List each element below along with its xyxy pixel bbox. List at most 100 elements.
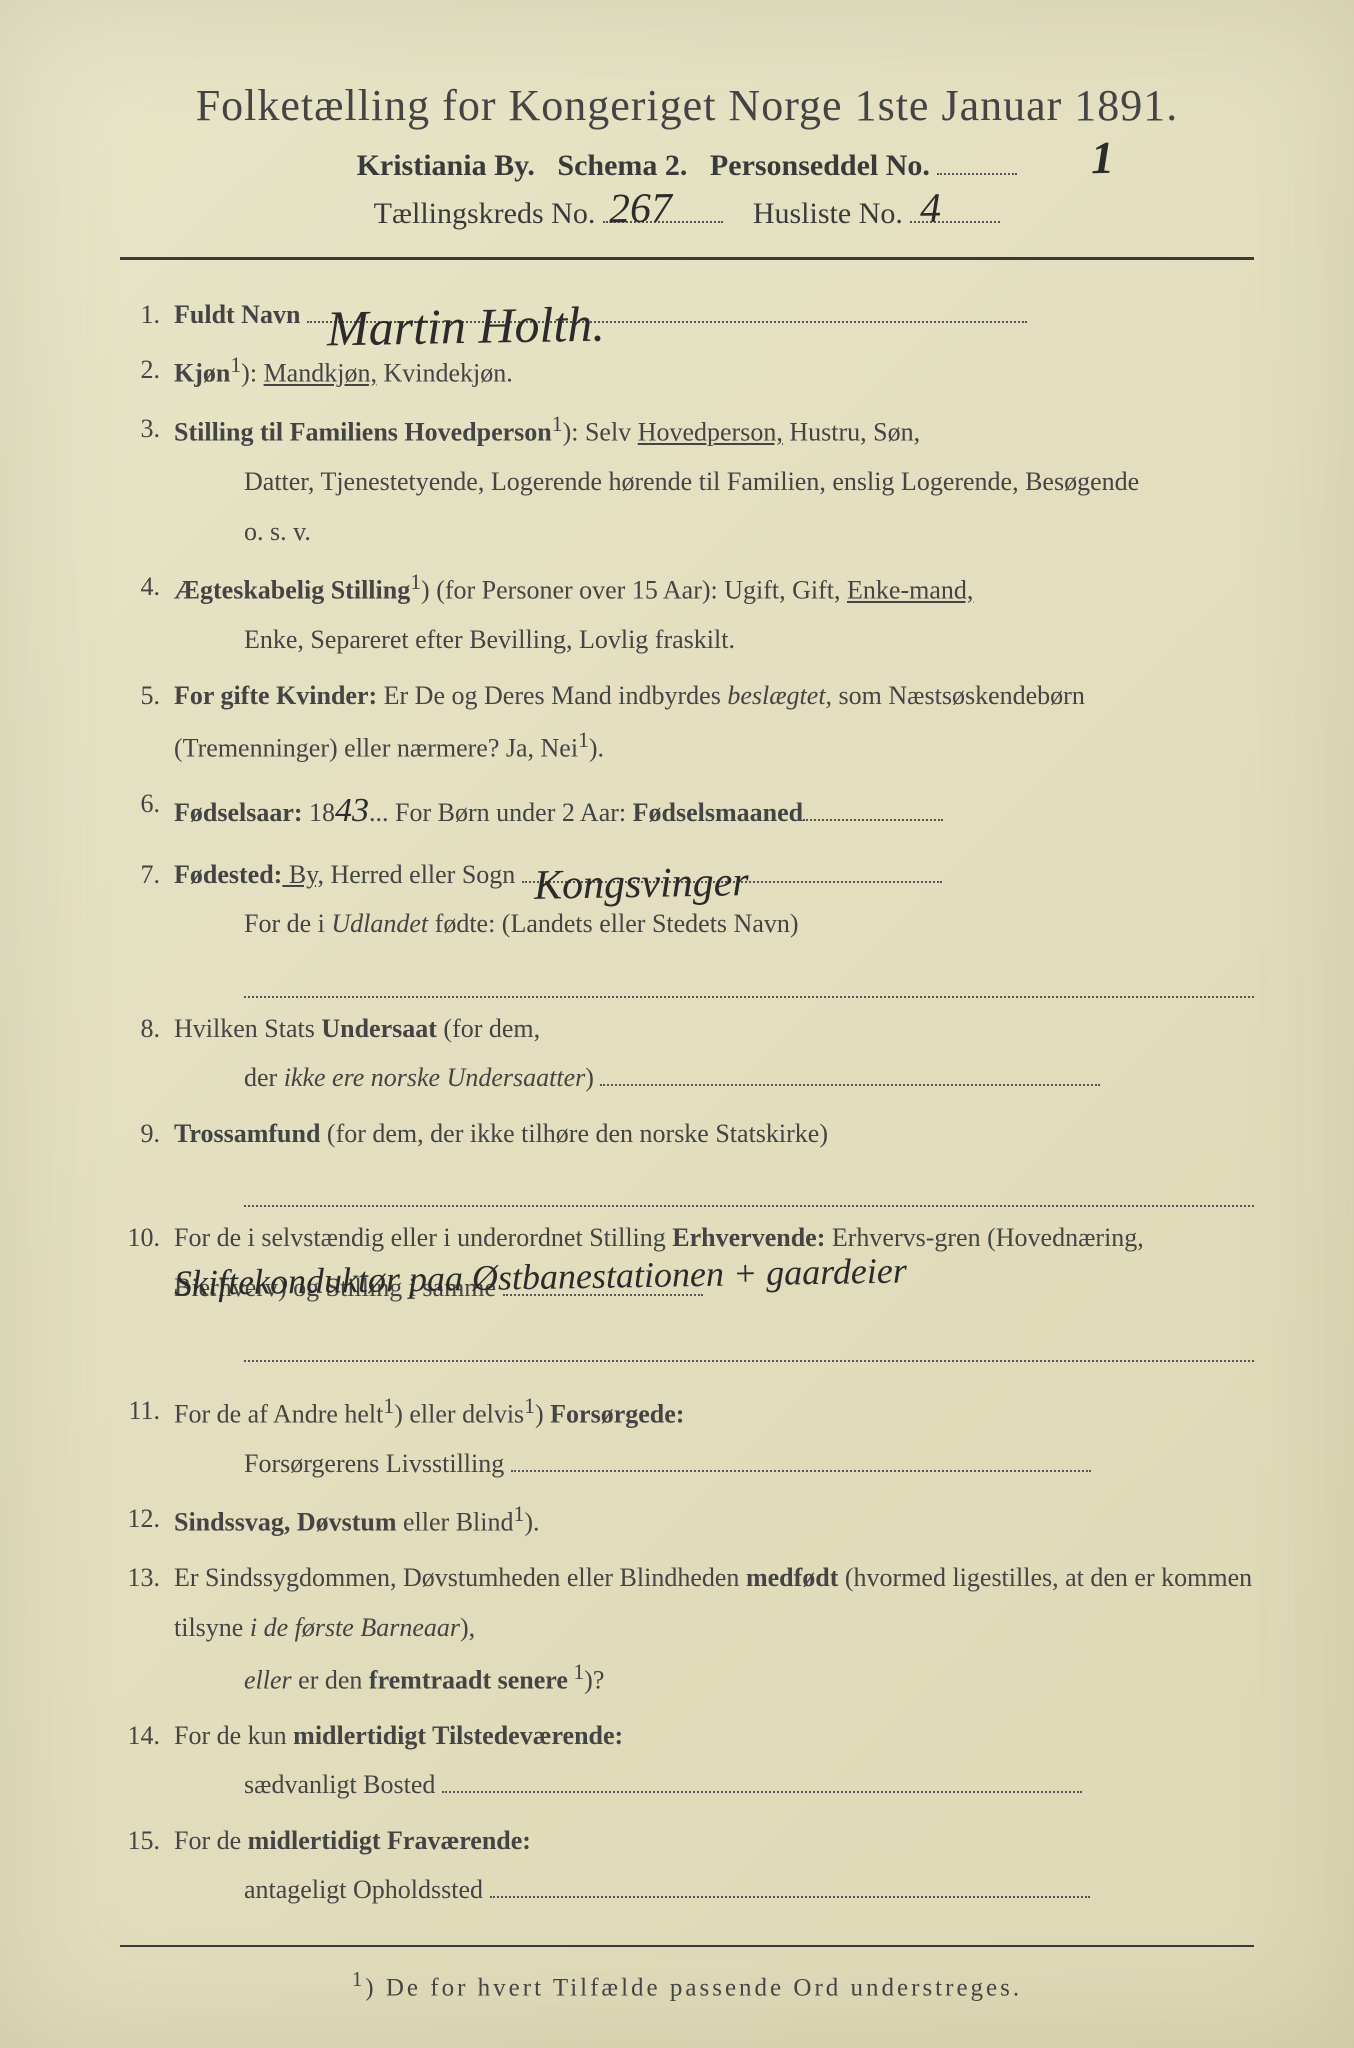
q8-blank (600, 1084, 1100, 1086)
taellingskreds-label: Tællingskreds No. (374, 197, 596, 230)
item-num: 3. (120, 404, 174, 556)
item-body: Fuldt Navn Martin Holth. (174, 290, 1254, 339)
item-num: 6. (120, 779, 174, 844)
item-num: 12. (120, 1494, 174, 1547)
q8-label: Undersaat (321, 1014, 437, 1043)
item-15: 15. For de midlertidigt Fraværende: anta… (120, 1816, 1254, 1915)
item-body: Fødselsaar: 1843... For Børn under 2 Aar… (174, 779, 1254, 844)
q7-selected: By, (282, 860, 324, 889)
q13-t5: )? (584, 1666, 604, 1695)
item-7: 7. Fødested: By, Herred eller Sogn Kongs… (120, 850, 1254, 998)
item-11: 11. For de af Andre helt1) eller delvis1… (120, 1386, 1254, 1488)
divider-bottom (120, 1945, 1254, 1947)
item-13: 13. Er Sindssygdommen, Døvstumheden elle… (120, 1553, 1254, 1705)
q5-t1: Er De og Deres Mand indbyrdes (377, 681, 727, 710)
item-body: For de kun midlertidigt Tilstedeværende:… (174, 1711, 1254, 1810)
main-title: Folketælling for Kongeriget Norge 1ste J… (80, 80, 1294, 131)
q6-label: Fødselsaar: (174, 798, 303, 827)
footnote-text: ) De for hvert Tilfælde passende Ord und… (365, 1974, 1022, 2001)
item-num: 4. (120, 562, 174, 664)
item-9: 9. Trossamfund (for dem, der ikke tilhør… (120, 1109, 1254, 1208)
q7-t1: Herred eller Sogn (324, 860, 515, 889)
form-items: 1. Fuldt Navn Martin Holth. 2. Kjøn1): M… (80, 290, 1294, 1915)
sup: 1 (514, 1502, 525, 1526)
q14-blank (442, 1791, 1082, 1793)
item-3: 3. Stilling til Familiens Hovedperson1):… (120, 404, 1254, 556)
q13-b1: medfødt (746, 1563, 838, 1592)
item-2: 2. Kjøn1): Mandkjøn, Kvindekjøn. (120, 345, 1254, 398)
item-body: For de af Andre helt1) eller delvis1) Fo… (174, 1386, 1254, 1488)
item-body: Hvilken Stats Undersaat (for dem, der ik… (174, 1004, 1254, 1103)
q11-label: Forsørgede: (550, 1399, 684, 1428)
q10-t1: For de i selvstændig eller i underordnet… (174, 1223, 672, 1252)
q13-b2: fremtraadt senere (369, 1666, 568, 1695)
item-num: 2. (120, 345, 174, 398)
item-8: 8. Hvilken Stats Undersaat (for dem, der… (120, 1004, 1254, 1103)
taellingskreds-blank: 267 (603, 221, 723, 223)
q4-selected: Enke-mand, (847, 576, 973, 605)
item-num: 5. (120, 671, 174, 773)
scanned-page: Folketælling for Kongeriget Norge 1ste J… (0, 0, 1354, 2048)
q8-l2b: ) (585, 1063, 594, 1092)
sup: 1 (230, 353, 241, 377)
q8-t1: Hvilken Stats (174, 1014, 321, 1043)
sup: 1 (578, 728, 589, 752)
q7-label: Fødested: (174, 860, 282, 889)
q3-label: Stilling til Familiens Hovedperson (174, 418, 552, 447)
city-label: Kristiania By. (357, 149, 535, 182)
q11-l2: Forsørgerens Livsstilling (244, 1449, 504, 1478)
item-4: 4. Ægteskabelig Stilling1) (for Personer… (120, 562, 1254, 664)
q13-line2: eller er den fremtraadt senere 1)? (174, 1652, 1254, 1705)
q3-t2: Hustru, Søn, (783, 418, 920, 447)
q10-label: Erhvervende: (672, 1223, 825, 1252)
q6-blank (803, 819, 943, 821)
q7-l2a: For de i (244, 909, 331, 938)
item-num: 7. (120, 850, 174, 998)
q1-blank: Martin Holth. (307, 321, 1027, 323)
q11-t3: ) (535, 1399, 550, 1428)
item-body: Sindssvag, Døvstum eller Blind1). (174, 1494, 1254, 1547)
q9-label: Trossamfund (174, 1119, 320, 1148)
q13-i2: eller (244, 1666, 292, 1695)
q10-line2 (174, 1312, 1254, 1361)
item-num: 11. (120, 1386, 174, 1488)
item-12: 12. Sindssvag, Døvstum eller Blind1). (120, 1494, 1254, 1547)
q4-t2: Enke, Separeret efter Bevilling, Lovlig … (174, 615, 1254, 664)
q5-ital: beslægtet, (727, 681, 832, 710)
q14-label: midlertidigt Tilstedeværende: (293, 1721, 623, 1750)
husliste-no-handwritten: 4 (920, 185, 942, 233)
q7-ital: Udlandet (331, 909, 428, 938)
spacer (120, 1368, 1254, 1386)
header-line-2: Kristiania By. Schema 2. Personseddel No… (80, 149, 1294, 183)
q11-t2: ) eller delvis (394, 1399, 524, 1428)
footnote: 1) De for hvert Tilfælde passende Ord un… (80, 1967, 1294, 2002)
q2-label: Kjøn (174, 359, 230, 388)
item-num: 1. (120, 290, 174, 339)
q12-label: Sindssvag, Døvstum (174, 1508, 397, 1537)
item-1: 1. Fuldt Navn Martin Holth. (120, 290, 1254, 339)
husliste-blank: 4 (910, 221, 1000, 223)
item-num: 10. (120, 1213, 174, 1361)
q3-line2: Datter, Tjenestetyende, Logerende hørend… (174, 457, 1254, 506)
q15-line2: antageligt Opholdssted (174, 1865, 1254, 1914)
q14-line2: sædvanligt Bosted (174, 1760, 1254, 1809)
q8-l2a: der (244, 1063, 284, 1092)
husliste-label: Husliste No. (753, 197, 903, 230)
footnote-sup: 1 (352, 1967, 365, 1991)
q11-line2: Forsørgerens Livsstilling (174, 1439, 1254, 1488)
item-body: Ægteskabelig Stilling1) (for Personer ov… (174, 562, 1254, 664)
personseddel-blank (937, 173, 1017, 175)
q5-t3: ). (589, 734, 604, 763)
q3-t1: ): Selv (563, 418, 638, 447)
item-14: 14. For de kun midlertidigt Tilstedevære… (120, 1711, 1254, 1810)
q14-t1: For de kun (174, 1721, 293, 1750)
q5-label: For gifte Kvinder: (174, 681, 377, 710)
item-6: 6. Fødselsaar: 1843... For Børn under 2 … (120, 779, 1254, 844)
q13-t3: ), (460, 1613, 475, 1642)
q15-label: midlertidigt Fraværende: (248, 1826, 531, 1855)
q13-t4: er den (292, 1666, 369, 1695)
sup: 1 (383, 1394, 394, 1418)
q1-handwritten-name: Martin Holth. (326, 277, 605, 377)
item-num: 9. (120, 1109, 174, 1208)
q12-t: eller Blind (397, 1508, 514, 1537)
